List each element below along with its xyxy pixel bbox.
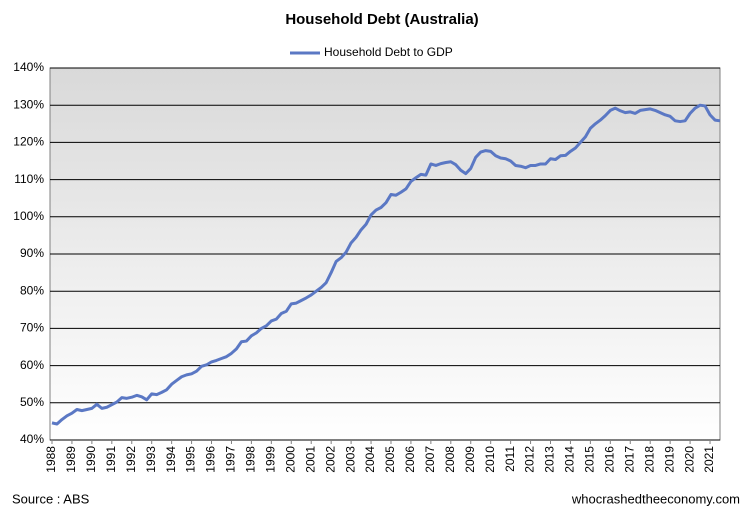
x-tick-label: 2013	[543, 446, 557, 473]
y-tick-label: 40%	[20, 432, 44, 446]
x-tick-label: 2002	[323, 446, 337, 473]
y-tick-label: 140%	[13, 60, 44, 74]
x-tick-label: 2009	[463, 446, 477, 473]
x-tick-label: 2004	[363, 446, 377, 473]
x-tick-label: 1992	[124, 446, 138, 473]
y-tick-label: 130%	[13, 97, 44, 111]
x-tick-label: 2005	[383, 446, 397, 473]
x-tick-label: 2020	[682, 446, 696, 473]
x-tick-label: 1996	[204, 446, 218, 473]
x-tick-label: 2008	[443, 446, 457, 473]
y-tick-label: 50%	[20, 395, 44, 409]
y-tick-label: 80%	[20, 283, 44, 297]
x-tick-label: 2003	[343, 446, 357, 473]
x-tick-label: 1989	[64, 446, 78, 473]
x-tick-label: 2000	[283, 446, 297, 473]
x-tick-label: 1988	[44, 446, 58, 473]
y-tick-label: 90%	[20, 246, 44, 260]
x-tick-label: 1998	[244, 446, 258, 473]
chart-title: Household Debt (Australia)	[285, 11, 478, 28]
x-tick-label: 2014	[563, 446, 577, 473]
y-tick-label: 120%	[13, 135, 44, 149]
x-tick-label: 1999	[264, 446, 278, 473]
x-tick-label: 2011	[503, 446, 517, 472]
y-tick-label: 100%	[13, 209, 44, 223]
x-tick-label: 1994	[164, 446, 178, 473]
x-tick-label: 1991	[104, 446, 118, 473]
x-tick-label: 1993	[144, 446, 158, 473]
x-tick-label: 2001	[303, 446, 317, 473]
x-tick-label: 2007	[423, 446, 437, 473]
x-tick-label: 2010	[483, 446, 497, 473]
x-tick-label: 2019	[662, 446, 676, 473]
x-tick-label: 1995	[184, 446, 198, 473]
x-tick-label: 2018	[642, 446, 656, 473]
x-tick-label: 2016	[602, 446, 616, 473]
y-tick-label: 70%	[20, 321, 44, 335]
x-tick-label: 1997	[224, 446, 238, 473]
x-tick-label: 2012	[523, 446, 537, 473]
credit: whocrashedtheeconomy.com	[571, 491, 740, 506]
y-tick-label: 110%	[14, 172, 44, 186]
legend-label: Household Debt to GDP	[324, 45, 453, 59]
x-tick-label: 2021	[702, 446, 716, 473]
data-line	[51, 103, 721, 426]
x-tick-label: 2006	[403, 446, 417, 473]
x-tick-label: 2017	[622, 446, 636, 473]
x-tick-label: 1990	[84, 446, 98, 473]
y-tick-label: 60%	[20, 358, 44, 372]
source: Source : ABS	[12, 491, 90, 506]
x-tick-label: 2015	[583, 446, 597, 473]
